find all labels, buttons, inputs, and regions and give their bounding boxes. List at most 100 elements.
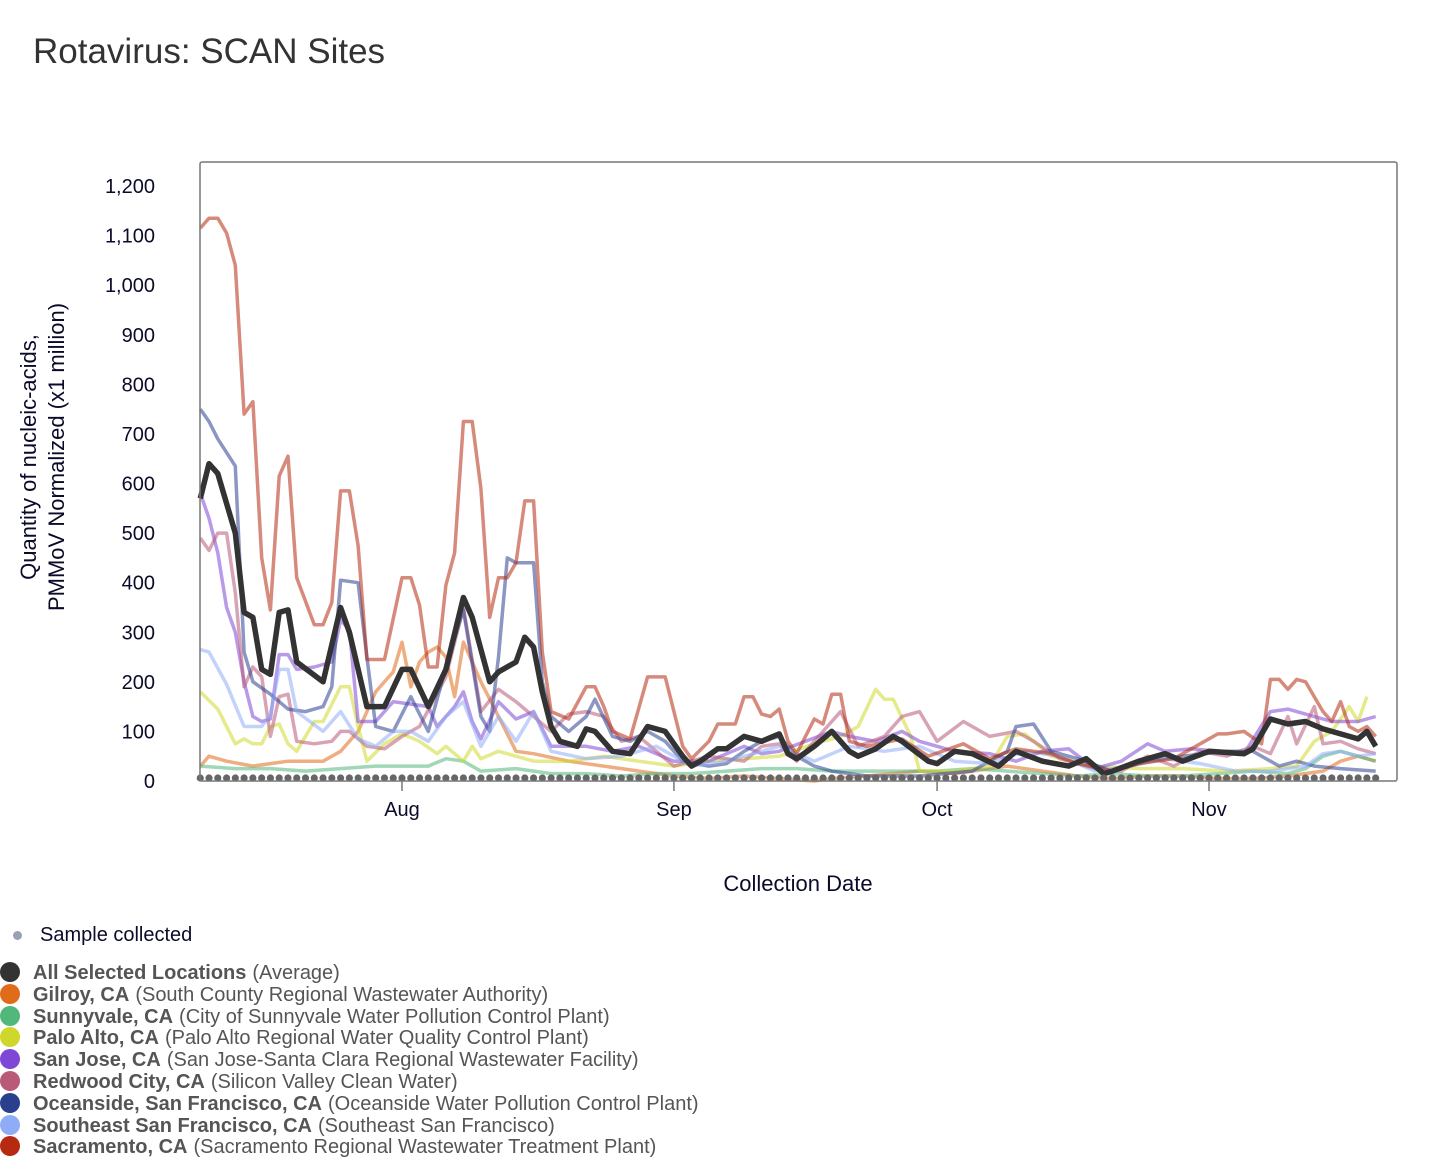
sample-collected-dot (1345, 774, 1353, 782)
sample-collected-dot (1073, 774, 1082, 782)
sample-collected-dot (696, 774, 704, 782)
sample-collected-dot (1135, 774, 1143, 782)
sample-collected-dot (1205, 774, 1213, 782)
sample-collected-dot (626, 774, 634, 782)
sample-collected-dot (775, 774, 783, 782)
sample-collected-dot (1126, 774, 1134, 782)
sample-collected-dot (310, 774, 318, 782)
y-tick-label: 600 (122, 474, 155, 496)
sample-collected-dot (1012, 774, 1020, 782)
sample-collected-dot (565, 774, 573, 782)
sample-collected-dot (231, 774, 239, 782)
sample-collected-dot (1328, 774, 1336, 782)
sample-collected-dot (1187, 774, 1196, 782)
y-tick-label: 200 (122, 672, 155, 694)
sample-collected-dot (1108, 774, 1117, 782)
sample-collected-dot (258, 774, 266, 782)
sample-collected-dot (687, 774, 696, 782)
legend-facility: (City of Sunnyvale Water Pollution Contr… (179, 1005, 610, 1028)
sample-collected-dot (529, 774, 538, 782)
sample-collected-dot (1196, 774, 1204, 782)
legend-swatch-icon (0, 1114, 20, 1135)
sample-collected-dot (959, 774, 967, 782)
sample-collected-dot (819, 774, 827, 782)
legend-facility: (Sacramento Regional Wastewater Treatmen… (193, 1136, 657, 1159)
sample-collected-dot (503, 774, 511, 782)
sample-collected-dot (977, 774, 985, 782)
sample-collected-dot (380, 774, 389, 782)
series-line-all-selected-locations (197, 460, 1379, 777)
series-line-gilroy-ca (198, 640, 1377, 783)
sample-collected-dot (644, 774, 652, 782)
sample-collected-dot (836, 774, 845, 782)
sample-collected-dot (1336, 774, 1345, 782)
sample-collected-dot (617, 774, 625, 782)
legend-facility: (Oceanside Water Pollution Control Plant… (328, 1092, 699, 1115)
sample-collected-dot (810, 774, 818, 782)
y-tick-label: 1,100 (105, 226, 155, 248)
sample-collected-dot (1266, 774, 1275, 782)
sample-collected-dot (951, 774, 959, 782)
legend-location: Gilroy, CA (33, 983, 130, 1006)
sample-collected-dot (214, 774, 222, 782)
sample-collected-dot (389, 774, 397, 782)
sample-collected-dot (679, 774, 687, 782)
legend-swatch-icon (0, 962, 20, 982)
sample-collected-dot (345, 774, 353, 782)
sample-collected-dot (591, 774, 599, 782)
legend-item-name: Palo Alto, CA (Palo Alto Regional Water Q… (33, 1027, 589, 1049)
legend-location: Oceanside, San Francisco, CA (33, 1092, 322, 1115)
chart-title: Rotavirus: SCAN Sites (33, 32, 386, 71)
sample-collected-dot (512, 774, 520, 782)
y-tick-label: 0 (144, 771, 155, 793)
sample-collected-dot (1284, 774, 1292, 782)
x-tick-label: Aug (384, 799, 420, 821)
x-tick-label: Nov (1191, 799, 1227, 821)
sample-collected-dot (749, 774, 757, 782)
sample-collected-dot (1003, 774, 1011, 782)
legend-location: San Jose, CA (33, 1049, 161, 1072)
sample-collected-dot (451, 774, 459, 782)
sample-collected-dot (1301, 774, 1310, 782)
sample-collected-dot (477, 774, 485, 782)
x-axis-label: Collection Date (723, 871, 872, 896)
y-axis-label: Quantity of nucleic-acids, PMMoV Normali… (16, 303, 69, 611)
sample-collected-dot (1056, 774, 1064, 782)
sample-collected-dot (1214, 774, 1222, 782)
legend-sample-label: Sample collected (40, 924, 193, 946)
sample-collected-dot (547, 774, 555, 782)
sample-collected-dot (670, 774, 678, 782)
sample-collected-dot (1082, 774, 1090, 782)
legend-facility: (Average) (252, 962, 340, 984)
sample-collected-dot (1152, 774, 1160, 782)
legend-facility: (San Jose-Santa Clara Regional Wastewate… (166, 1049, 639, 1072)
legend-location: Palo Alto, CA (33, 1027, 159, 1050)
sample-dot-icon (13, 931, 22, 940)
y-tick-label: 1,200 (105, 176, 155, 198)
sample-collected-dot (1231, 774, 1239, 782)
sample-collected-dot (222, 774, 231, 782)
x-tick-label: Oct (922, 799, 954, 821)
sample-collected-dot (652, 774, 660, 782)
sample-collected-dot (1258, 774, 1266, 782)
sample-collected-dot (398, 774, 406, 782)
legend-item-name: Sacramento, CA (Sacramento Regional Waste… (33, 1136, 656, 1158)
sample-collected-dot (600, 774, 608, 782)
sample-collected-dot (1249, 774, 1257, 782)
sample-collected-dot (301, 774, 310, 782)
sample-collected-dot (319, 774, 327, 782)
sample-collected-dot (1117, 774, 1125, 782)
sample-collected-dot (714, 774, 722, 782)
sample-collected-dot (1100, 774, 1108, 782)
sample-collected-dot (284, 774, 292, 782)
y-axis-label-line-2: PMMoV Normalized (x1 million) (44, 303, 69, 611)
legend-swatch-icon (0, 1136, 20, 1157)
plot-frame (199, 161, 1398, 782)
sample-collected-dot (933, 774, 941, 782)
sample-collected-dot (1029, 774, 1038, 782)
legend-swatch-icon (0, 1027, 20, 1048)
legend-item-name: Oceanside, San Francisco, CA (Oceanside W… (33, 1093, 699, 1115)
y-tick-label: 400 (122, 573, 155, 595)
sample-collected-dot (459, 774, 468, 782)
sample-collected-dot (1222, 774, 1231, 782)
